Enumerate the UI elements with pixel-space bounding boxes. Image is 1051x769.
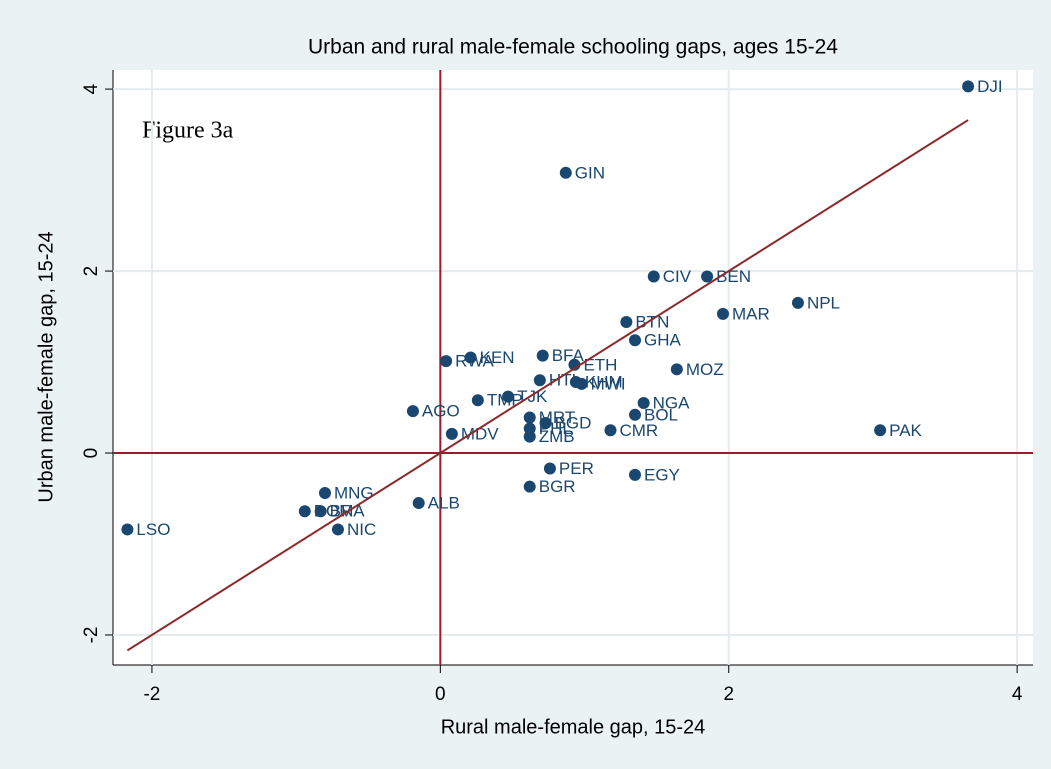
point	[464, 351, 477, 364]
point-label: DJI	[977, 77, 1003, 96]
annotation: Figure 3a	[142, 118, 234, 144]
y-tick-label: 0	[81, 448, 102, 459]
point	[629, 334, 642, 347]
point-label: GIN	[575, 163, 605, 182]
point-label: ZMB	[539, 427, 575, 446]
point-label: ALB	[428, 494, 460, 513]
point-label: AGO	[422, 402, 460, 421]
point-label: PHL	[539, 419, 572, 438]
point-label: BTN	[635, 312, 669, 331]
point	[568, 358, 581, 371]
y-axis-title: Urban male-female gap, 15-24	[35, 231, 57, 502]
point	[406, 405, 419, 418]
point-label: TMP	[487, 391, 523, 410]
y-tick-label: -2	[81, 627, 102, 644]
point-label: CIV	[663, 267, 692, 286]
point-label: BGR	[539, 477, 576, 496]
point-label: BEN	[716, 267, 751, 286]
y-tick-label: 2	[81, 266, 102, 277]
point	[791, 296, 804, 309]
point	[629, 408, 642, 421]
point	[716, 307, 729, 320]
point	[962, 80, 975, 93]
point-label: MOZ	[686, 360, 724, 379]
point-label: GHA	[644, 331, 682, 350]
point-label: NGA	[653, 393, 691, 412]
point-label: ETH	[583, 355, 617, 374]
point-label: NIC	[347, 520, 376, 539]
chart-title: Urban and rural male-female schooling ga…	[308, 36, 838, 59]
point	[620, 316, 633, 329]
point	[121, 523, 134, 536]
point	[533, 374, 546, 387]
point-label: CMR	[619, 421, 658, 440]
x-axis-title: Rural male-female gap, 15-24	[441, 716, 706, 738]
point	[629, 468, 642, 481]
point-label: MDV	[461, 424, 499, 443]
point-label: EGY	[644, 465, 680, 484]
point	[543, 462, 556, 475]
point-label: KEN	[480, 348, 515, 367]
point-label: LSO	[136, 520, 170, 539]
point	[874, 424, 887, 437]
y-tick-label: 4	[81, 83, 102, 94]
point	[637, 396, 650, 409]
point	[539, 416, 552, 429]
point-label: MAR	[732, 304, 770, 323]
point	[647, 270, 660, 283]
point	[318, 487, 331, 500]
x-tick-label: 0	[435, 684, 446, 705]
point	[502, 390, 515, 403]
point-label: TJK	[517, 387, 548, 406]
point-label: PER	[559, 459, 594, 478]
point	[412, 497, 425, 510]
point	[604, 424, 617, 437]
point-label: MNG	[334, 484, 374, 503]
point-label: BOL	[644, 405, 678, 424]
fit-line	[126, 119, 969, 652]
x-tick-label: 2	[723, 684, 734, 705]
point	[575, 377, 588, 390]
point-label: MWI	[591, 374, 626, 393]
point	[440, 355, 453, 368]
point-label: HTI	[549, 371, 576, 390]
point	[471, 394, 484, 407]
point-label: PAK	[889, 421, 922, 440]
point	[331, 523, 344, 536]
point	[314, 505, 327, 518]
point-label: BGD	[555, 413, 592, 432]
point	[701, 270, 714, 283]
point-label: KHM	[585, 373, 623, 392]
x-tick-label: 4	[1012, 684, 1023, 705]
x-tick-label: -2	[143, 684, 160, 705]
point	[445, 427, 458, 440]
point	[298, 505, 311, 518]
point	[536, 349, 549, 362]
point	[523, 430, 536, 443]
point	[523, 480, 536, 493]
point	[559, 166, 572, 179]
point	[523, 411, 536, 424]
point	[670, 363, 683, 376]
point-label: NPL	[807, 293, 840, 312]
